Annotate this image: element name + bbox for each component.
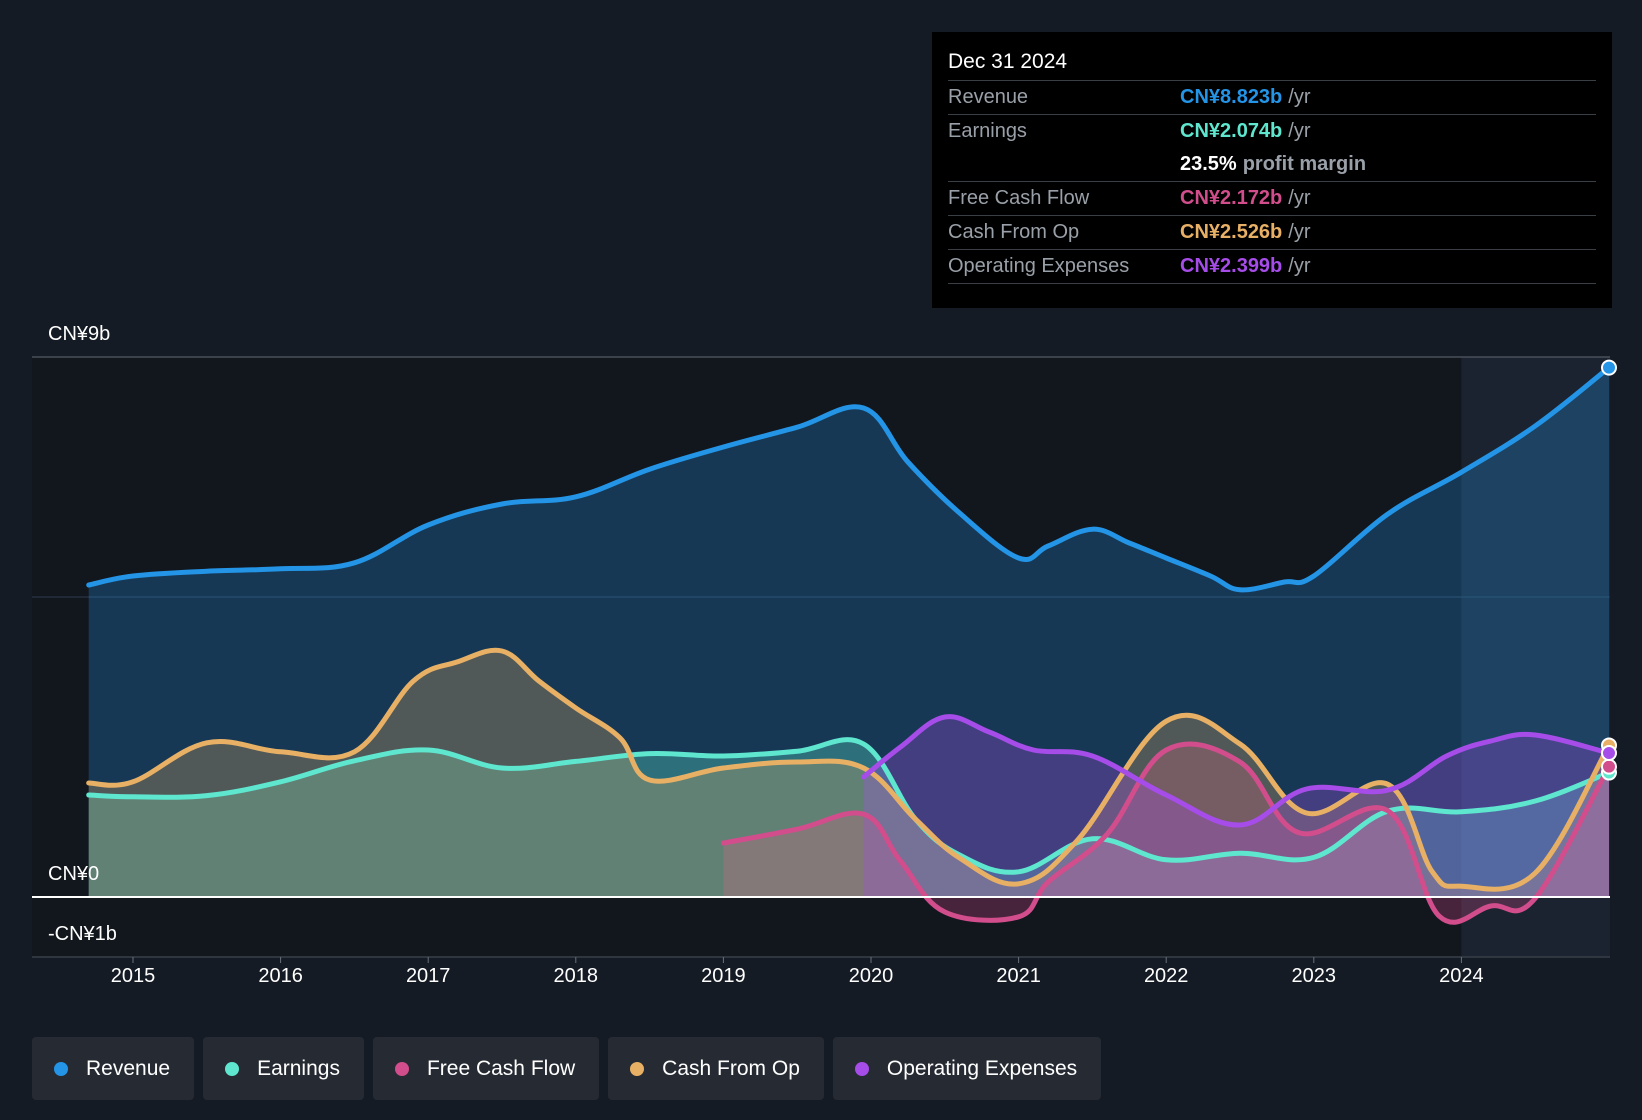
area-earnings (88, 739, 1610, 897)
profit-margin-text: profit margin (1242, 153, 1367, 175)
legend: Revenue Earnings Free Cash Flow Cash Fro… (32, 1037, 1102, 1100)
tooltip-value: CN¥2.526b (1180, 221, 1283, 243)
legend-dot-icon (394, 1061, 409, 1076)
legend-label: Free Cash Flow (426, 1056, 576, 1080)
line-cash-from-op (86, 647, 1610, 892)
tooltip-row-free-cash-flow: Free Cash Flow CN¥2.172b /yr (948, 181, 1596, 215)
legend-dot-icon (630, 1061, 645, 1076)
y-label-top: CN¥9b (48, 323, 110, 345)
x-tick-label-2021: 2021 (996, 965, 1041, 987)
tooltip-value: CN¥2.074b (1180, 120, 1283, 142)
line-operating-expenses (861, 714, 1610, 828)
legend-item-free-cash-flow[interactable]: Free Cash Flow (372, 1037, 600, 1100)
tooltip-unit: /yr (1288, 221, 1311, 243)
tooltip-unit: /yr (1288, 86, 1311, 108)
legend-item-cash-from-op[interactable]: Cash From Op (608, 1037, 824, 1100)
tooltip-date: Dec 31 2024 (948, 50, 1068, 73)
legend-item-operating-expenses[interactable]: Operating Expenses (832, 1037, 1102, 1100)
tooltip-row-earnings: Earnings CN¥2.074b /yr (948, 114, 1596, 148)
tooltip-unit: /yr (1288, 120, 1311, 142)
legend-label: Earnings (257, 1056, 340, 1080)
plot-background (32, 357, 1610, 957)
x-tick-label-2023: 2023 (1292, 965, 1337, 987)
legend-label: Cash From Op (662, 1056, 800, 1080)
tooltip-value: CN¥2.172b (1180, 187, 1283, 209)
tooltip-row-operating-expenses: Operating Expenses CN¥2.399b /yr (948, 249, 1596, 284)
line-revenue (86, 365, 1610, 593)
y-label-zero: CN¥0 (48, 863, 99, 885)
tooltip-label: Operating Expenses (948, 255, 1130, 277)
legend-item-earnings[interactable]: Earnings (203, 1037, 364, 1100)
line-free-cash-flow (720, 741, 1610, 925)
legend-label: Operating Expenses (886, 1056, 1078, 1080)
x-tick-label-2016: 2016 (258, 965, 303, 987)
tooltip-value: CN¥2.399b (1180, 255, 1283, 277)
tooltip-label: Earnings (948, 120, 1027, 142)
line-earnings (86, 737, 1610, 875)
end-marker-operating-expenses (1601, 745, 1617, 762)
x-tick-label-2017: 2017 (406, 965, 451, 987)
legend-dot-icon (225, 1061, 240, 1076)
tooltip-panel: Dec 31 2024 Revenue CN¥8.823b /yr Earnin… (932, 32, 1612, 308)
x-tick-label-2018: 2018 (554, 965, 599, 987)
legend-item-revenue[interactable]: Revenue (32, 1037, 195, 1100)
tooltip-label: Revenue (948, 86, 1029, 108)
y-label-bottom: -CN¥1b (48, 923, 117, 945)
legend-label: Revenue (86, 1056, 171, 1080)
profit-margin-value: 23.5% (1180, 153, 1237, 175)
area-revenue (88, 367, 1610, 898)
tooltip-label: Free Cash Flow (948, 187, 1090, 209)
legend-dot-icon (54, 1061, 68, 1076)
tooltip-label: Cash From Op (948, 221, 1080, 243)
tooltip-unit: /yr (1288, 187, 1311, 209)
area-free-cash-flow (723, 744, 1609, 923)
tooltip-row-revenue: Revenue CN¥8.823b /yr (948, 80, 1596, 114)
x-tick-label-2019: 2019 (701, 965, 746, 987)
end-marker-free-cash-flow (1601, 758, 1617, 775)
tooltip-row-cash-from-op: Cash From Op CN¥2.526b /yr (948, 215, 1596, 249)
tooltip-unit: /yr (1288, 255, 1311, 277)
legend-dot-icon (854, 1061, 869, 1076)
x-tick-label-2024: 2024 (1439, 965, 1484, 987)
tooltip-row-margin: 23.5% profit margin (948, 148, 1596, 181)
tooltip-value: CN¥8.823b (1180, 86, 1283, 108)
x-tick-label-2020: 2020 (849, 965, 894, 987)
area-cash-from-op (88, 650, 1610, 897)
x-tick-label-2015: 2015 (111, 965, 156, 987)
x-tick-label-2022: 2022 (1144, 965, 1189, 987)
chart: CN¥9b CN¥0 -CN¥1b 2015 2016 2017 2018 2019 20… (32, 323, 1617, 987)
end-marker-revenue (1601, 359, 1617, 376)
